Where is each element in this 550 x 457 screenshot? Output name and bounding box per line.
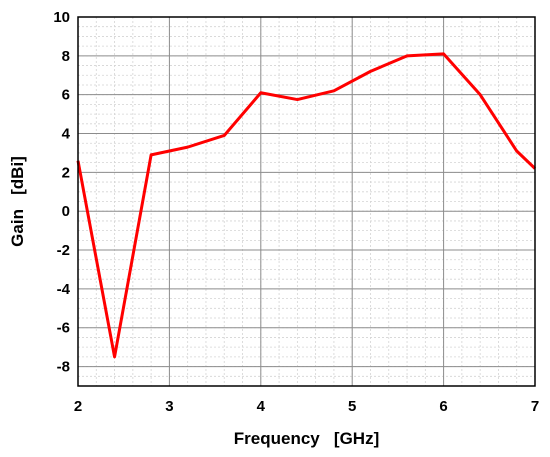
y-tick-label: -4	[57, 281, 71, 298]
y-axis-title: Gain [dBi]	[8, 156, 27, 247]
gain-series-line	[76, 52, 537, 359]
x-tick-label: 4	[257, 398, 266, 415]
y-tick-label: -2	[57, 242, 70, 259]
y-tick-label: -6	[57, 320, 70, 337]
x-tick-label: 5	[348, 398, 356, 415]
x-axis-title: Frequency [GHz]	[234, 429, 379, 448]
y-tick-label: 6	[62, 87, 70, 104]
y-tick-label: 0	[62, 203, 70, 220]
minor-grid	[77, 16, 536, 387]
x-tick-label: 2	[74, 398, 82, 415]
x-ticks: 2 3 4 5 6 7	[74, 398, 539, 415]
y-tick-label: 8	[62, 48, 70, 65]
y-tick-label: 2	[62, 164, 70, 181]
major-grid	[77, 16, 536, 386]
y-ticks: -8 -6 -4 -2 0 2 4 6 8 10	[53, 9, 70, 376]
plot-frame	[77, 16, 536, 387]
x-tick-label: 7	[531, 398, 539, 415]
y-tick-label: 4	[62, 126, 71, 143]
x-tick-label: 3	[165, 398, 173, 415]
y-tick-label: -8	[57, 359, 70, 376]
series-layer	[76, 52, 537, 359]
x-tick-label: 6	[439, 398, 447, 415]
y-tick-label: 10	[53, 9, 70, 26]
